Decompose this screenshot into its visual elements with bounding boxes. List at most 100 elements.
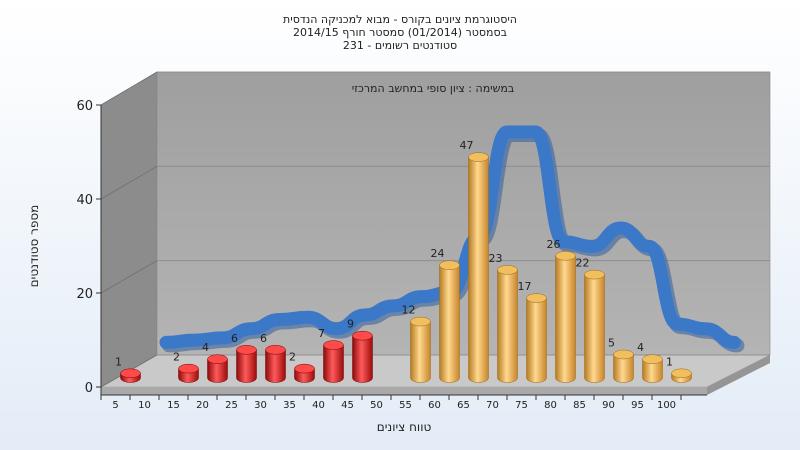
x-tick-label: 20 [196, 400, 209, 411]
histogram-bar [613, 349, 634, 383]
bar-top [294, 363, 315, 374]
x-tick-label: 40 [312, 400, 325, 411]
bar-value-label: 4 [637, 341, 644, 354]
bar-body [526, 297, 547, 383]
x-tick-label: 60 [428, 400, 441, 411]
x-tick-label: 70 [486, 400, 499, 411]
x-tick-label: 85 [573, 400, 586, 411]
bar-value-label: 23 [489, 252, 503, 265]
x-tick-label: 25 [225, 400, 238, 411]
bar-value-label: 1 [115, 355, 122, 368]
side-gridline [100, 260, 158, 294]
y-tick-label: 20 [76, 287, 93, 302]
x-tick-label: 15 [167, 400, 180, 411]
bar-top [178, 363, 199, 374]
x-tick-label: 65 [457, 400, 470, 411]
bar-value-label: 47 [460, 139, 474, 152]
y-tick-label: 40 [76, 193, 93, 208]
x-tick-label: 90 [602, 400, 615, 411]
bars-layer [120, 152, 692, 383]
histogram-bar [468, 152, 489, 383]
histogram-bar [555, 251, 576, 383]
floor-front-edge [101, 387, 707, 395]
bar-top [555, 251, 576, 261]
bar-value-label: 2 [173, 351, 180, 364]
chart-title-line-1: היסטוגרמת ציונים בקורס - מבוא למכניקה הנ… [283, 13, 517, 26]
bar-body [439, 264, 460, 383]
floor-right-edge [707, 355, 770, 395]
bar-body [410, 321, 431, 383]
histogram-bar [584, 269, 605, 383]
histogram-bar [294, 363, 315, 383]
bar-value-label: 7 [318, 327, 325, 340]
x-tick-label: 75 [515, 400, 528, 411]
bar-value-label: 17 [518, 280, 532, 293]
bar-top [323, 340, 344, 350]
x-tick-label: 50 [370, 400, 383, 411]
histogram-bar [207, 354, 228, 383]
x-tick-label: 100 [657, 400, 676, 411]
bar-value-label: 9 [347, 318, 354, 331]
x-tick-label: 35 [283, 400, 296, 411]
bar-body [555, 255, 576, 383]
bar-body [236, 349, 257, 383]
bar-body [323, 344, 344, 383]
chart-title-line-3: 231 - סטודנטים רשומים [343, 39, 457, 52]
bar-body [584, 274, 605, 383]
histogram-bar [671, 368, 692, 383]
histogram-bar [497, 265, 518, 383]
bar-value-label: 26 [547, 238, 561, 251]
bar-top [410, 316, 431, 327]
bar-value-label: 5 [608, 337, 615, 350]
bar-value-label: 6 [231, 332, 238, 345]
bar-top [236, 345, 257, 355]
x-tick-label: 55 [399, 400, 412, 411]
y-tick-label: 60 [76, 99, 93, 114]
bar-value-label: 2 [289, 351, 296, 364]
y-axis-title: מספר סטודנטים [27, 205, 41, 288]
bar-top [613, 349, 634, 360]
x-axis-title: טווח ציונים [377, 420, 432, 434]
bar-body [468, 156, 489, 383]
bar-top [642, 354, 663, 364]
histogram-bar [410, 316, 431, 383]
histogram-bar [526, 293, 547, 383]
chart-title-line-2: בסמסטר (01/2014) סמסטר חורף 2014/15 [293, 26, 507, 39]
histogram-bar [236, 345, 257, 383]
y-tick-labels: 0 20 40 60 [76, 99, 101, 396]
side-gridline [100, 165, 158, 200]
histogram-bar [178, 363, 199, 383]
bar-top [207, 354, 228, 364]
bar-body [642, 358, 663, 383]
bar-value-label: 12 [402, 304, 416, 317]
bar-top [584, 269, 605, 280]
x-tick-label: 80 [544, 400, 557, 411]
bar-top [265, 345, 286, 355]
x-tick-labels: 5 10 15 20 25 30 35 40 45 50 55 60 65 70 75 80 85 90 95 100 [100, 395, 682, 411]
bar-value-label: 1 [666, 355, 673, 368]
trend-curve [159, 125, 741, 349]
x-tick-label: 10 [138, 400, 151, 411]
side-gridline [100, 71, 158, 106]
histogram-bar [323, 340, 344, 383]
bar-top [352, 330, 373, 341]
bar-value-label: 6 [260, 332, 267, 345]
bar-value-label: 24 [431, 247, 445, 260]
y-tick-label: 0 [85, 381, 93, 396]
x-tick-label: 5 [112, 400, 118, 411]
bar-body [207, 358, 228, 383]
histogram-bar [120, 368, 141, 383]
x-tick-label: 30 [254, 400, 267, 411]
bar-top [526, 293, 547, 303]
histogram-bar [265, 345, 286, 383]
axis-layer [100, 105, 707, 396]
bar-top [468, 152, 489, 162]
histogram-bar [642, 354, 663, 383]
bar-body [265, 349, 286, 383]
bar-value-label: 22 [576, 257, 590, 270]
histogram-bar [352, 330, 373, 383]
bar-body [613, 354, 634, 383]
bar-value-label: 4 [202, 341, 209, 354]
